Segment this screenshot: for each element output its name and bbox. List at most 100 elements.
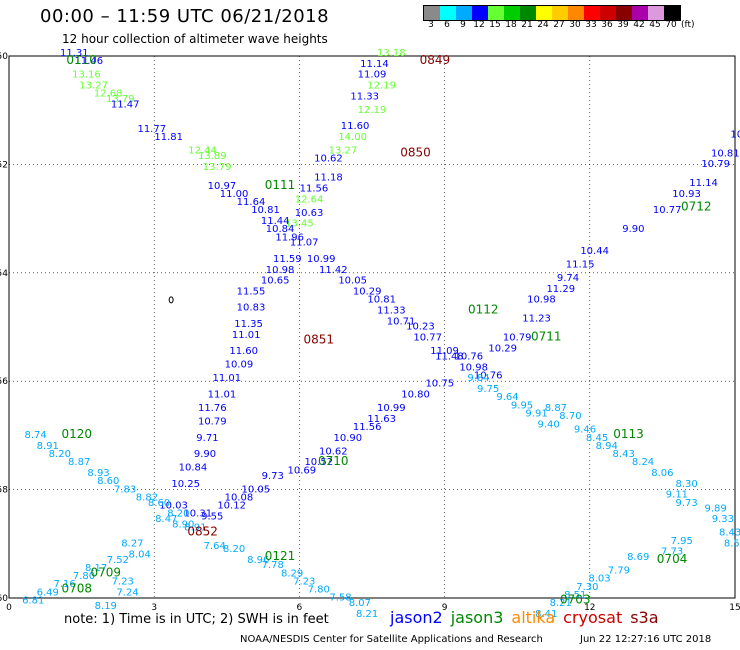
swh-reading: 12.19: [358, 105, 387, 116]
swh-reading: 10.99: [307, 254, 336, 265]
swh-reading: 10.99: [377, 403, 406, 414]
swh-reading: 10.03: [159, 501, 188, 512]
swh-reading: 8.51: [564, 590, 586, 601]
swh-reading: 11.56: [353, 422, 382, 433]
y-tick-label: -54: [0, 269, 8, 279]
legend-label: 9: [460, 20, 466, 30]
swh-reading: 10.90: [333, 433, 362, 444]
pass-time-label: 0112: [468, 302, 499, 316]
swh-reading: 10.84: [266, 224, 295, 235]
swh-reading: 8.20: [167, 509, 189, 520]
legend-label: 27: [553, 20, 565, 30]
swh-reading: 10.76: [474, 370, 503, 381]
pass-time-label: 0851: [303, 332, 334, 346]
swh-reading: 9.91: [525, 408, 547, 419]
swh-reading: 10.81: [251, 205, 280, 216]
swh-reading: 10.25: [171, 479, 200, 490]
footer-credit: NOAA/NESDIS Center for Satellite Applica…: [240, 634, 543, 645]
legend-label: 21: [521, 20, 533, 30]
satellite-label: altika: [511, 608, 556, 627]
swh-reading: 8.87: [545, 403, 567, 414]
swh-reading: 8.50: [724, 539, 740, 550]
swh-reading: 8.30: [675, 479, 697, 490]
map-frame: [8, 55, 736, 599]
swh-reading: 7.23: [112, 576, 134, 587]
swh-reading: 12.44: [188, 146, 217, 157]
swh-reading: 10.98: [266, 265, 295, 276]
pass-time-label: 0849: [420, 53, 451, 67]
swh-reading: 10.62: [319, 446, 348, 457]
swh-reading: 10.62: [314, 154, 343, 165]
pass-time-label: 0852: [187, 525, 218, 539]
legend-swatch: [584, 6, 600, 20]
y-tick-label: -60: [0, 594, 8, 604]
swh-reading: 11.56: [300, 184, 329, 195]
swh-reading: 10.69: [287, 465, 316, 476]
y-tick-label: -52: [0, 160, 8, 170]
swh-reading: 12.68: [94, 89, 123, 100]
swh-reading: 9.11: [666, 490, 688, 501]
swh-reading: 11.63: [367, 414, 396, 425]
swh-reading: 10.08: [225, 492, 254, 503]
swh-reading: 8.04: [129, 549, 151, 560]
x-tick-label: 3: [151, 603, 157, 613]
swh-reading: 6.81: [22, 595, 44, 606]
swh-reading: 11.14: [360, 59, 389, 70]
legend-swatch: [616, 6, 632, 20]
legend-label: 33: [585, 20, 597, 30]
pass-time-label: 0709: [91, 565, 122, 579]
swh-reading: 7.80: [73, 571, 95, 582]
swh-reading: 11.09: [430, 346, 459, 357]
pass-time-label: 0113: [613, 427, 644, 441]
swh-reading: 11.23: [522, 314, 551, 325]
pass-time-label: 0710: [318, 454, 349, 468]
swh-reading: 9.90: [194, 449, 216, 460]
swh-reading: 10.79: [198, 417, 227, 428]
swh-reading: 11.60: [229, 346, 258, 357]
swh-reading: 8.45: [586, 433, 608, 444]
satellite-label: jason3: [450, 608, 504, 627]
swh-reading: 9.95: [511, 400, 533, 411]
swh-reading: 11.01: [232, 330, 261, 341]
swh-reading: 7.78: [262, 560, 284, 571]
legend-swatch: [472, 6, 488, 20]
units-note: note: 1) Time is in UTC; 2) SWH is in fe…: [64, 612, 329, 627]
legend-label: 70: [665, 20, 677, 30]
color-legend: [423, 5, 681, 21]
swh-reading: 10.44: [580, 246, 609, 257]
swh-reading: 13.18: [377, 48, 406, 59]
swh-reading: 8.70: [559, 411, 581, 422]
swh-reading: 10.31: [183, 509, 212, 520]
swh-reading: 9.73: [262, 471, 284, 482]
color-legend-labels: 3 6 9 12 15 18 21 24 27 30 33 36 39 42 45 70 (ft): [423, 20, 729, 32]
swh-reading: 11.09: [358, 70, 387, 81]
legend-swatch: [488, 6, 504, 20]
swh-reading: 8.87: [68, 457, 90, 468]
swh-reading: 7.73: [661, 547, 683, 558]
swh-reading: 9.89: [705, 503, 727, 514]
swh-reading: 11.14: [689, 178, 718, 189]
swh-reading: 10.77: [730, 129, 740, 140]
legend-label: 12: [473, 20, 485, 30]
swh-reading: 10.23: [406, 322, 435, 333]
swh-reading: 8.90: [172, 520, 194, 531]
legend-label: 3: [428, 20, 434, 30]
swh-reading: 9.73: [675, 498, 697, 509]
swh-reading: 13.79: [203, 162, 232, 173]
swh-reading: 8.20: [223, 544, 245, 555]
legend-swatch: [552, 6, 568, 20]
swh-reading: 10.29: [353, 286, 382, 297]
island-marker: [168, 296, 174, 304]
swh-reading: 9.64: [496, 392, 518, 403]
swh-reading: 7.30: [576, 582, 598, 593]
swh-reading: 8.17: [85, 563, 107, 574]
swh-reading: 7.79: [608, 566, 630, 577]
swh-reading: 9.46: [574, 425, 596, 436]
swh-reading: 14.00: [338, 132, 367, 143]
swh-reading: 8.24: [632, 457, 654, 468]
page-title: 00:00 – 11:59 UTC 06/21/2018: [40, 6, 330, 27]
pass-time-label: 0111: [265, 178, 296, 192]
swh-reading: 9.84: [467, 373, 489, 384]
x-tick-label: 12: [584, 603, 595, 613]
